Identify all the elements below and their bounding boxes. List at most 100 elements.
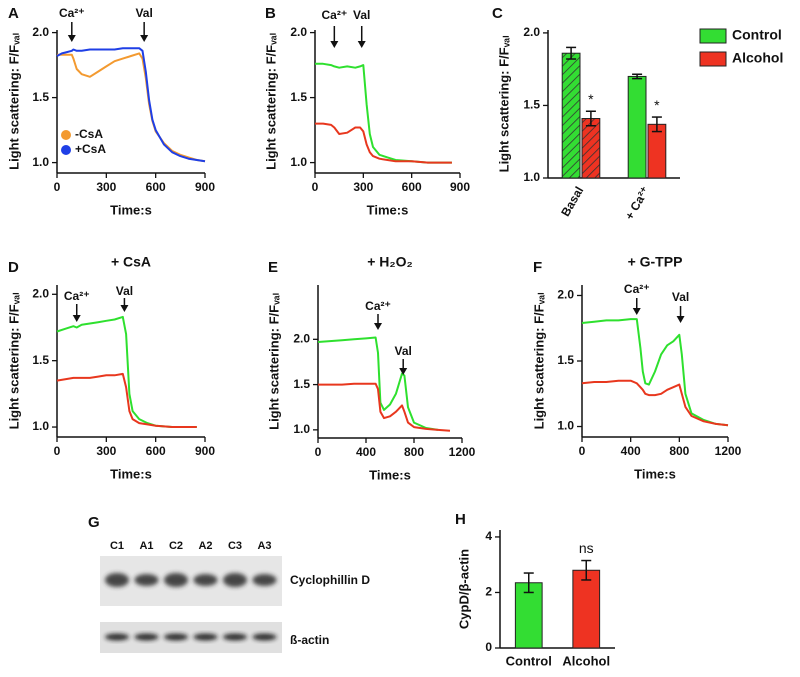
x-tick-label: 1200 bbox=[715, 444, 742, 458]
x-tick-label: 900 bbox=[450, 180, 470, 194]
x-tick-label: 0 bbox=[315, 445, 322, 459]
x-tick-label: 900 bbox=[195, 444, 215, 458]
trace bbox=[581, 318, 729, 427]
band-label: ß-actin bbox=[290, 633, 329, 647]
lane-label: A3 bbox=[257, 540, 271, 552]
y-tick-label: 2.0 bbox=[557, 288, 574, 302]
y-tick-label: 2.0 bbox=[523, 25, 540, 39]
bar bbox=[561, 52, 581, 179]
bar bbox=[514, 582, 543, 649]
y-axis-label: Light scattering: F/Fᵥₐₗ bbox=[531, 293, 546, 430]
y-tick-label: 1.5 bbox=[523, 98, 540, 112]
blot-band bbox=[193, 574, 218, 586]
x-tick-label: 0 bbox=[579, 444, 586, 458]
arrow-head bbox=[330, 41, 339, 48]
y-tick-label: 1.0 bbox=[523, 170, 540, 184]
panel-letter: D bbox=[8, 259, 19, 276]
lane-label: C1 bbox=[110, 540, 124, 552]
legend-marker bbox=[61, 130, 71, 140]
y-axis-label: Light scattering: F/Fᵥₐₗ bbox=[496, 36, 511, 173]
legend-label: Control bbox=[732, 27, 782, 43]
arrow-head bbox=[676, 316, 685, 323]
legend-label: -CsA bbox=[75, 127, 103, 141]
bar bbox=[581, 118, 601, 179]
blot-band bbox=[223, 573, 247, 587]
arrow-head bbox=[67, 35, 76, 42]
x-axis-label: Time:s bbox=[110, 466, 152, 481]
y-tick-label: 1.5 bbox=[32, 353, 49, 367]
y-tick-label: 1.5 bbox=[557, 353, 574, 367]
blot-membrane bbox=[100, 622, 282, 653]
trace bbox=[317, 336, 439, 431]
x-tick-label: 600 bbox=[146, 444, 166, 458]
annotation: Val bbox=[353, 8, 370, 22]
blot-band bbox=[105, 633, 129, 641]
error-bar bbox=[651, 116, 662, 133]
trace bbox=[315, 62, 452, 164]
blot-band bbox=[134, 633, 159, 641]
annotation: Val bbox=[395, 344, 412, 358]
annotation: Ca²⁺ bbox=[365, 299, 391, 313]
bar bbox=[627, 75, 647, 179]
legend-marker bbox=[61, 145, 71, 155]
legend-label: +CsA bbox=[75, 142, 106, 156]
x-tick-label: 900 bbox=[195, 180, 215, 194]
annotation: Val bbox=[672, 290, 689, 304]
trace bbox=[56, 315, 197, 428]
lane-label: A1 bbox=[139, 540, 153, 552]
x-tick-label: 300 bbox=[96, 180, 116, 194]
x-tick-label: 300 bbox=[353, 180, 373, 194]
error-bar bbox=[566, 46, 577, 60]
y-tick-label: 1.0 bbox=[32, 155, 49, 169]
y-axis-label: Light scattering: F/Fᵥₐₗ bbox=[6, 33, 21, 170]
x-tick-label: 600 bbox=[402, 180, 422, 194]
y-axis-label: CypD/β-actin bbox=[456, 549, 471, 629]
blot-band bbox=[252, 633, 277, 641]
x-axis-label: Time:s bbox=[634, 466, 676, 481]
legend-label: Alcohol bbox=[732, 50, 783, 66]
y-tick-label: 2 bbox=[485, 585, 492, 599]
x-tick-label: 0 bbox=[54, 180, 61, 194]
annotation: * bbox=[654, 97, 660, 113]
x-tick-label: 300 bbox=[96, 444, 116, 458]
y-tick-label: 2.0 bbox=[32, 286, 49, 300]
error-bar bbox=[632, 73, 643, 80]
arrow-head bbox=[140, 35, 149, 42]
annotation: Ca²⁺ bbox=[321, 8, 347, 22]
annotation: Ca²⁺ bbox=[59, 6, 85, 20]
panel-letter: H bbox=[455, 511, 466, 528]
annotation: Val bbox=[135, 6, 152, 20]
x-tick-label: 1200 bbox=[449, 445, 476, 459]
blot-band bbox=[252, 574, 277, 586]
bar bbox=[647, 123, 667, 179]
annotation: Val bbox=[116, 284, 133, 298]
blot-membrane bbox=[100, 556, 282, 606]
x-tick-label: Control bbox=[506, 653, 552, 668]
y-tick-label: 1.5 bbox=[290, 90, 307, 104]
y-tick-label: 1.0 bbox=[293, 422, 310, 436]
y-axis-label: Light scattering: F/Fᵥₐₗ bbox=[266, 293, 281, 430]
y-tick-label: 2.0 bbox=[290, 25, 307, 39]
error-bar bbox=[585, 110, 596, 127]
panel-letter: C bbox=[492, 5, 503, 22]
x-tick-label: 0 bbox=[312, 180, 319, 194]
lane-label: C3 bbox=[228, 540, 242, 552]
trace bbox=[581, 379, 729, 427]
bar bbox=[572, 569, 601, 649]
y-tick-label: 2.0 bbox=[32, 25, 49, 39]
annotation: Ca²⁺ bbox=[624, 282, 650, 296]
blot-band bbox=[105, 573, 129, 587]
y-tick-label: 1.5 bbox=[32, 90, 49, 104]
trace bbox=[56, 47, 206, 163]
x-tick-label: 400 bbox=[621, 444, 641, 458]
legend-swatch bbox=[699, 28, 727, 44]
y-tick-label: 0 bbox=[485, 640, 492, 654]
panel-letter: B bbox=[265, 5, 276, 22]
chart-title: + H₂O₂ bbox=[367, 254, 413, 270]
trace bbox=[315, 122, 452, 164]
x-axis-label: Time:s bbox=[369, 467, 411, 482]
y-tick-label: 1.0 bbox=[557, 419, 574, 433]
panel-letter: A bbox=[8, 5, 19, 22]
blot-band bbox=[193, 633, 218, 641]
